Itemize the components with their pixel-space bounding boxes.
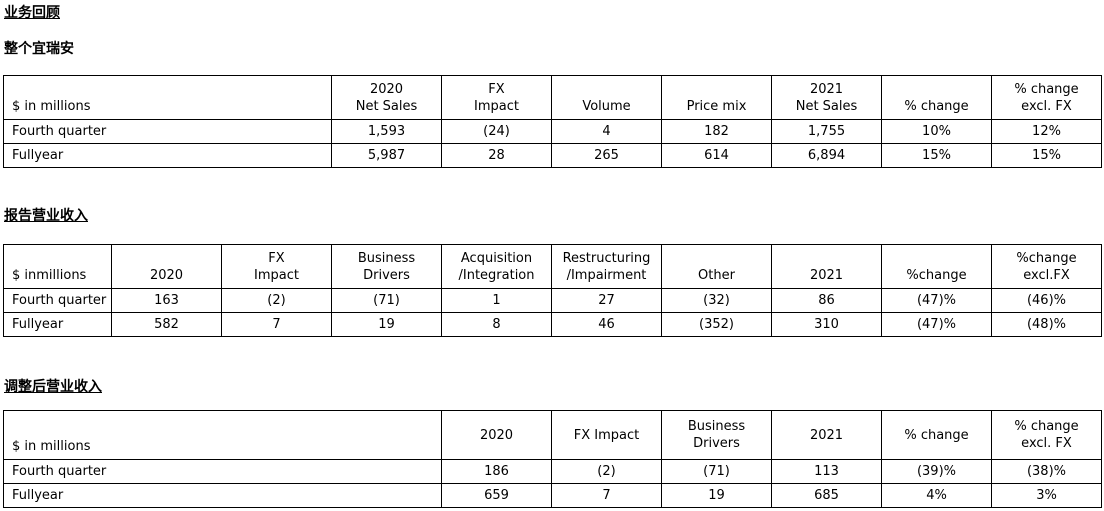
table-cell: 1 [441, 288, 552, 313]
column-header: % change [881, 75, 992, 120]
column-header: Restructuring /Impairment [551, 244, 662, 289]
column-header: %change excl.FX [991, 244, 1102, 289]
table-cell: 4 [551, 119, 662, 144]
table-cell: 27 [551, 288, 662, 313]
table-cell: 15% [881, 143, 992, 168]
table-row: Fullyear 659 7 19 685 4% 3% [3, 483, 1102, 508]
section-heading-overall: 整个宜瑞安 [4, 41, 74, 57]
row-label: Fullyear [3, 143, 332, 168]
column-header: 2020 [441, 410, 552, 460]
table-cell: (2) [551, 459, 662, 484]
net-sales-table: $ in millions 2020 Net Sales FX Impact V… [3, 75, 1102, 168]
table-cell: 163 [111, 288, 222, 313]
table-row: Fourth quarter 186 (2) (71) 113 (39)% (3… [3, 459, 1102, 484]
column-header: 2020 Net Sales [331, 75, 442, 120]
column-header: 2021 Net Sales [771, 75, 882, 120]
table-cell: 5,987 [331, 143, 442, 168]
column-header: % change excl. FX [991, 75, 1102, 120]
table-row: Fourth quarter 163 (2) (71) 1 27 (32) 86… [3, 288, 1102, 313]
table-cell: 113 [771, 459, 882, 484]
table-cell: 186 [441, 459, 552, 484]
table-cell: 685 [771, 483, 882, 508]
table-cell: 182 [661, 119, 772, 144]
column-header: Volume [551, 75, 662, 120]
table-cell: 614 [661, 143, 772, 168]
table-cell: 1,593 [331, 119, 442, 144]
table-row: Fullyear 5,987 28 265 614 6,894 15% 15% [3, 143, 1102, 168]
column-header: $ in millions [3, 75, 332, 120]
table-cell: 3% [991, 483, 1102, 508]
column-header: FX Impact [221, 244, 332, 289]
row-label: Fourth quarter [3, 119, 332, 144]
column-header: $ in millions [3, 410, 442, 460]
table-cell: 19 [661, 483, 772, 508]
table-cell: 659 [441, 483, 552, 508]
row-label: Fullyear [3, 312, 112, 337]
table-cell: (47)% [881, 312, 992, 337]
column-header: 2020 [111, 244, 222, 289]
reported-operating-income-table: $ inmillions 2020 FX Impact Business Dri… [3, 244, 1102, 337]
column-header: Other [661, 244, 772, 289]
table-cell: (46)% [991, 288, 1102, 313]
page-title: 业务回顾 [4, 5, 60, 21]
table-cell: 28 [441, 143, 552, 168]
column-header: %change [881, 244, 992, 289]
adjusted-operating-income-table: $ in millions 2020 FX Impact Business Dr… [3, 410, 1102, 508]
column-header: % change excl. FX [991, 410, 1102, 460]
table-cell: 582 [111, 312, 222, 337]
column-header: FX Impact [551, 410, 662, 460]
row-label: Fourth quarter [3, 459, 442, 484]
table-cell: (24) [441, 119, 552, 144]
table-cell: (32) [661, 288, 772, 313]
column-header: 2021 [771, 410, 882, 460]
column-header: Price mix [661, 75, 772, 120]
table-header-row: $ inmillions 2020 FX Impact Business Dri… [3, 244, 1102, 289]
table-cell: 8 [441, 312, 552, 337]
table-cell: (48)% [991, 312, 1102, 337]
table-cell: (71) [331, 288, 442, 313]
table-cell: (2) [221, 288, 332, 313]
row-label: Fullyear [3, 483, 442, 508]
row-label: Fourth quarter [3, 288, 112, 313]
table-cell: 15% [991, 143, 1102, 168]
table-cell: (352) [661, 312, 772, 337]
table-row: Fourth quarter 1,593 (24) 4 182 1,755 10… [3, 119, 1102, 144]
table-header-row: $ in millions 2020 FX Impact Business Dr… [3, 410, 1102, 460]
table-header-row: $ in millions 2020 Net Sales FX Impact V… [3, 75, 1102, 120]
table-cell: 7 [221, 312, 332, 337]
table-cell: (39)% [881, 459, 992, 484]
column-header: $ inmillions [3, 244, 112, 289]
table-cell: (47)% [881, 288, 992, 313]
section-heading-reported: 报告营业收入 [4, 208, 88, 224]
column-header: Business Drivers [661, 410, 772, 460]
table-cell: 265 [551, 143, 662, 168]
column-header: 2021 [771, 244, 882, 289]
table-row: Fullyear 582 7 19 8 46 (352) 310 (47)% (… [3, 312, 1102, 337]
table-cell: 10% [881, 119, 992, 144]
table-cell: 310 [771, 312, 882, 337]
table-cell: (71) [661, 459, 772, 484]
table-cell: 6,894 [771, 143, 882, 168]
table-cell: 1,755 [771, 119, 882, 144]
table-cell: 12% [991, 119, 1102, 144]
column-header: Acquisition /Integration [441, 244, 552, 289]
table-cell: 4% [881, 483, 992, 508]
table-cell: 86 [771, 288, 882, 313]
table-cell: (38)% [991, 459, 1102, 484]
table-cell: 7 [551, 483, 662, 508]
table-cell: 19 [331, 312, 442, 337]
column-header: Business Drivers [331, 244, 442, 289]
table-cell: 46 [551, 312, 662, 337]
column-header: FX Impact [441, 75, 552, 120]
section-heading-adjusted: 调整后营业收入 [4, 379, 102, 395]
column-header: % change [881, 410, 992, 460]
